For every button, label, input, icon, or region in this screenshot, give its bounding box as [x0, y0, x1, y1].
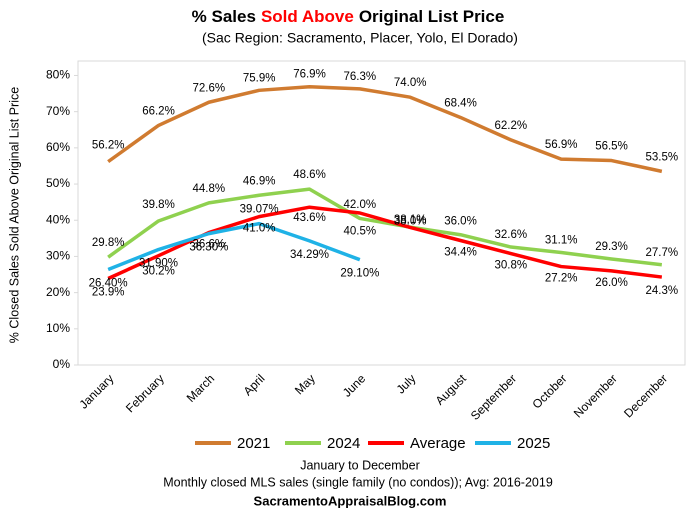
legend-label: 2025: [517, 435, 550, 452]
data-label: 43.6%: [293, 212, 326, 224]
y-tick-label: 10%: [46, 321, 70, 335]
plot-area: [77, 60, 686, 366]
x-tick-label: December: [621, 371, 670, 420]
x-tick-label: August: [433, 371, 470, 408]
data-label: 72.6%: [193, 82, 226, 94]
y-tick-label: 50%: [46, 176, 70, 190]
y-tick-label: 70%: [46, 104, 70, 118]
title-part: Original List Price: [359, 7, 505, 26]
note: Monthly closed MLS sales (single family …: [163, 475, 553, 489]
data-label: 26.0%: [595, 277, 628, 289]
data-label: 34.29%: [290, 249, 329, 261]
chart-title: % Sales Sold Above Original List Price: [192, 7, 505, 26]
x-tick-label: November: [571, 371, 620, 420]
y-tick-label: 40%: [46, 212, 70, 226]
data-label: 66.2%: [142, 105, 175, 117]
y-tick-label: 80%: [46, 68, 70, 82]
data-label: 32.6%: [495, 229, 528, 241]
title-part: Sold Above: [261, 7, 354, 26]
data-label: 75.9%: [243, 72, 276, 84]
x-tick-label: February: [123, 371, 167, 415]
legend-label: Average: [410, 435, 466, 452]
data-label: 41.0%: [243, 223, 276, 235]
data-label: 26.40%: [89, 277, 128, 289]
data-label: 27.2%: [545, 273, 578, 285]
data-label: 44.8%: [193, 183, 226, 195]
note: SacramentoAppraisalBlog.com: [254, 493, 447, 508]
data-label: 29.8%: [92, 237, 125, 249]
data-label: 42.0%: [344, 199, 377, 211]
x-tick-label: May: [292, 371, 318, 397]
x-tick-label: January: [76, 371, 116, 411]
data-label: 31.90%: [139, 258, 178, 270]
y-tick-label: 60%: [46, 140, 70, 154]
data-label: 39.07%: [240, 204, 279, 216]
data-label: 56.2%: [92, 140, 125, 152]
x-tick-label: July: [394, 371, 419, 396]
data-label: 31.1%: [545, 234, 578, 246]
legend-label: 2024: [327, 435, 360, 452]
legend-label: 2021: [237, 435, 270, 452]
data-label: 36.6%: [193, 239, 226, 251]
x-tick-label: September: [468, 371, 519, 422]
chart-subtitle: (Sac Region: Sacramento, Placer, Yolo, E…: [202, 30, 518, 46]
data-label: 24.3%: [646, 285, 679, 297]
series-line: [107, 187, 663, 267]
data-label: 30.2%: [142, 266, 175, 278]
data-label: 76.3%: [344, 71, 377, 83]
data-label: 62.2%: [495, 120, 528, 132]
data-label: 40.5%: [344, 225, 377, 237]
data-label: 46.9%: [243, 175, 276, 187]
data-label: 29.10%: [340, 268, 379, 280]
title-part: % Sales: [192, 7, 256, 26]
data-label: 29.3%: [595, 241, 628, 253]
y-axis-label: % Closed Sales Sold Above Original List …: [7, 87, 21, 343]
data-label: 23.9%: [92, 287, 125, 299]
data-label: 76.9%: [293, 69, 326, 81]
data-label: 30.8%: [495, 260, 528, 272]
series-line: [107, 84, 663, 174]
data-label: 48.6%: [293, 169, 326, 181]
data-label: 36.30%: [189, 242, 228, 254]
x-axis-label: January to December: [300, 458, 420, 472]
data-label: 38.1%: [394, 214, 427, 226]
data-label: 56.5%: [595, 141, 628, 153]
data-label: 56.9%: [545, 139, 578, 151]
x-tick-label: March: [184, 371, 217, 404]
y-tick-label: 0%: [53, 357, 71, 371]
data-label: 36.0%: [444, 216, 477, 228]
data-label: 68.4%: [444, 97, 477, 109]
y-tick-label: 30%: [46, 249, 70, 263]
x-tick-label: April: [241, 371, 268, 398]
x-tick-label: October: [529, 371, 569, 411]
x-tick-label: June: [340, 371, 369, 400]
data-label: 53.5%: [646, 151, 679, 163]
series-line: [107, 221, 361, 272]
data-label: 34.4%: [444, 247, 477, 259]
data-label: 74.0%: [394, 77, 427, 89]
data-label: 38.0%: [394, 216, 427, 228]
y-tick-label: 20%: [46, 285, 70, 299]
data-label: 39.8%: [142, 199, 175, 211]
data-label: 27.7%: [646, 247, 679, 259]
